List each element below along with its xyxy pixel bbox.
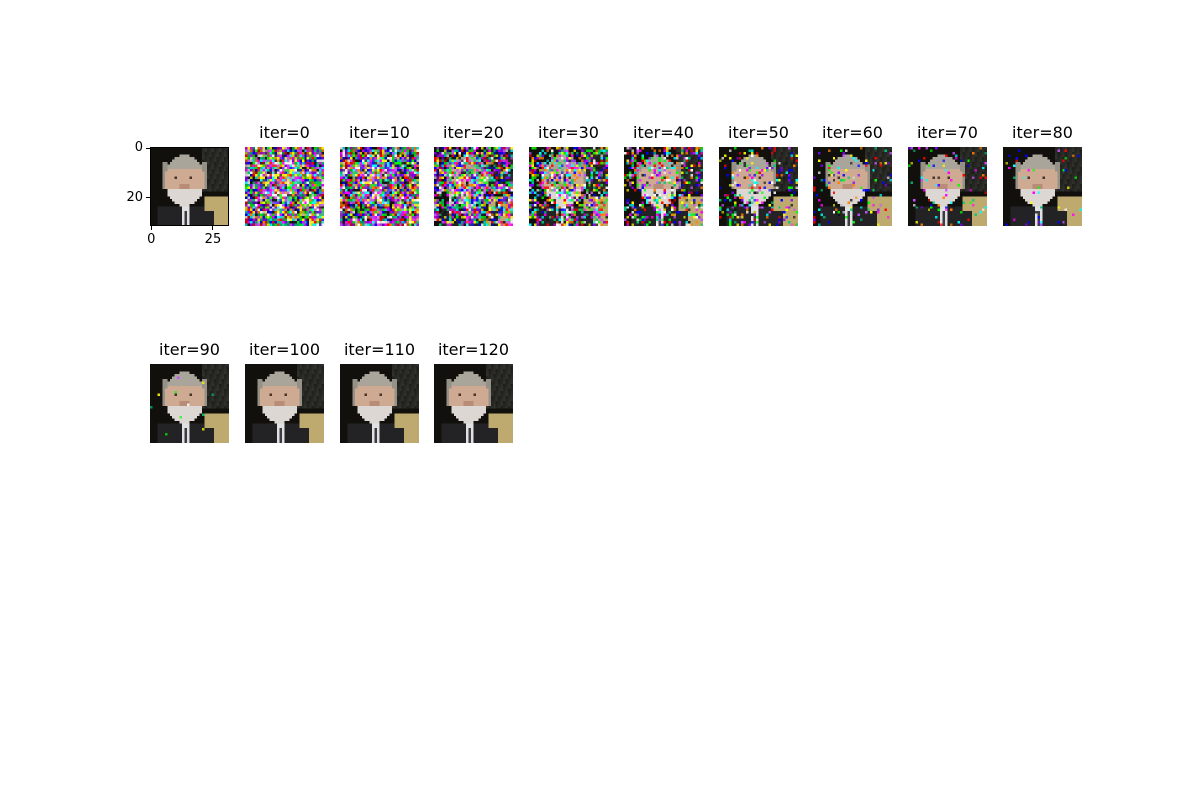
panel-image-iter50 <box>719 147 798 226</box>
panel-image-iter70 <box>908 147 987 226</box>
y-tick-label: 0 <box>134 140 143 156</box>
panel-image-iter0 <box>245 147 324 226</box>
panel-title-iter40: iter=40 <box>633 123 694 142</box>
panel-image-iter90 <box>150 364 229 443</box>
panel-image-iter30 <box>529 147 608 226</box>
x-tick-label: 25 <box>204 232 222 247</box>
x-tick-mark <box>212 226 214 230</box>
panel-title-iter50: iter=50 <box>728 123 789 142</box>
panel-image-iter40 <box>624 147 703 226</box>
panel-image-iter120 <box>434 364 513 443</box>
y-tick-mark <box>146 147 150 149</box>
panel-title-iter90: iter=90 <box>159 340 220 359</box>
panel-image-iter10 <box>340 147 419 226</box>
panel-image-iter20 <box>434 147 513 226</box>
panel-title-iter70: iter=70 <box>917 123 978 142</box>
panel-image-iter100 <box>245 364 324 443</box>
panel-title-iter100: iter=100 <box>248 340 321 359</box>
y-tick-label: 20 <box>126 189 143 205</box>
panel-title-iter10: iter=10 <box>349 123 410 142</box>
panel-title-iter20: iter=20 <box>443 123 504 142</box>
panel-title-iter80: iter=80 <box>1012 123 1073 142</box>
panel-image-iter110 <box>340 364 419 443</box>
panel-title-iter120: iter=120 <box>437 340 510 359</box>
x-tick-mark <box>150 226 152 230</box>
panel-title-iter30: iter=30 <box>538 123 599 142</box>
panel-image-iter80 <box>1003 147 1082 226</box>
panel-image-original <box>150 147 229 226</box>
x-tick-label: 0 <box>147 232 156 247</box>
panel-title-iter0: iter=0 <box>259 123 310 142</box>
panel-image-iter60 <box>813 147 892 226</box>
panel-title-iter110: iter=110 <box>343 340 416 359</box>
y-tick-mark <box>146 197 150 199</box>
panel-title-iter60: iter=60 <box>822 123 883 142</box>
